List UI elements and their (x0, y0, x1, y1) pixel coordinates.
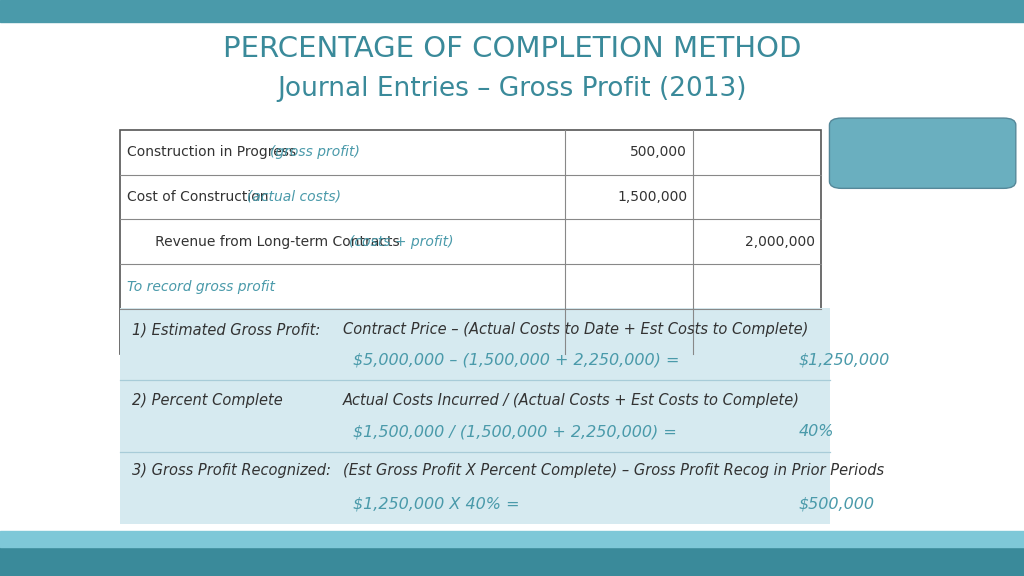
Text: 2,000,000: 2,000,000 (745, 235, 815, 249)
Bar (0, 547, 1024, 576)
Text: $1,250,000: $1,250,000 (799, 353, 890, 367)
Text: 500,000: 500,000 (630, 145, 687, 159)
FancyBboxPatch shape (829, 118, 1016, 188)
Text: 3) Gross Profit Recognized:: 3) Gross Profit Recognized: (132, 463, 331, 479)
Text: Journal Entries – Gross Profit (2013): Journal Entries – Gross Profit (2013) (278, 76, 746, 103)
Text: Revenue from Long-term Contracts: Revenue from Long-term Contracts (142, 235, 404, 249)
Text: (costs + profit): (costs + profit) (349, 235, 454, 249)
Text: To record gross profit: To record gross profit (127, 280, 275, 294)
Text: Contract Price – (Actual Costs to Date + Est Costs to Complete): Contract Price – (Actual Costs to Date +… (343, 322, 808, 338)
Text: (actual costs): (actual costs) (248, 190, 341, 204)
Text: 2) Percent Complete: 2) Percent Complete (132, 393, 283, 408)
Text: (Est Gross Profit X Percent Complete) – Gross Profit Recog in Prior Periods: (Est Gross Profit X Percent Complete) – … (343, 463, 884, 479)
Bar (0, 531, 1024, 547)
Text: $1,250,000 X 40% =: $1,250,000 X 40% = (353, 497, 520, 511)
Text: click for gross profit
calculation: click for gross profit calculation (860, 138, 985, 169)
Text: $5,000,000 – (1,500,000 + 2,250,000) =: $5,000,000 – (1,500,000 + 2,250,000) = (353, 353, 680, 367)
Bar (0, 0, 1024, 22)
Text: 1,500,000: 1,500,000 (617, 190, 687, 204)
Text: 1) Estimated Gross Profit:: 1) Estimated Gross Profit: (132, 322, 321, 338)
Text: Actual Costs Incurred / (Actual Costs + Est Costs to Complete): Actual Costs Incurred / (Actual Costs + … (343, 393, 800, 408)
Text: $500,000: $500,000 (799, 497, 874, 511)
Text: 40%: 40% (799, 425, 835, 439)
Text: Cost of Construction: Cost of Construction (127, 190, 272, 204)
Text: Construction in Progress: Construction in Progress (127, 145, 300, 159)
Text: (gross profit): (gross profit) (270, 145, 360, 159)
Text: $1,500,000 / (1,500,000 + 2,250,000) =: $1,500,000 / (1,500,000 + 2,250,000) = (353, 425, 677, 439)
Text: PERCENTAGE OF COMPLETION METHOD: PERCENTAGE OF COMPLETION METHOD (223, 35, 801, 63)
Text: 12: 12 (986, 555, 1001, 568)
Bar (120, 130, 821, 354)
Bar (120, 308, 830, 524)
